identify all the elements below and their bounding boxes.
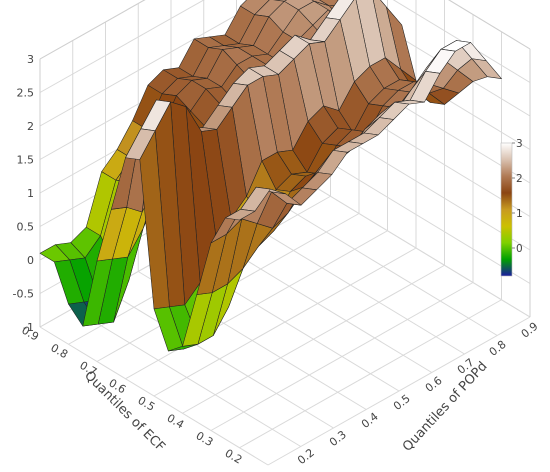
x-tick-label: 0.4	[165, 411, 187, 431]
colorbar-tick-label: 2	[516, 173, 523, 185]
right-wall-z-grid-line	[392, 0, 531, 83]
surface-patch	[225, 209, 256, 221]
colorbar-tick-label: 0	[516, 243, 523, 255]
z-tick-label: 2.5	[17, 87, 35, 100]
x-axis-title: Quantiles of ECF	[81, 368, 168, 455]
box-edge	[448, 0, 531, 50]
x-tick-label: 0.5	[136, 394, 158, 414]
z-tick-label: 2	[27, 120, 34, 133]
y-tick-label: 0.5	[391, 392, 413, 413]
y-tick-label: 0.4	[359, 410, 381, 431]
y-tick-label: 0.6	[423, 374, 445, 395]
right-wall-z-grid-line	[301, 178, 531, 318]
z-tick-label: -0.5	[13, 288, 34, 301]
z-tick-label: 0	[27, 254, 34, 267]
colorbar-tick-label: 3	[516, 138, 523, 150]
z-tick-label: 0.5	[17, 221, 35, 234]
right-wall-z-grid-line	[301, 145, 531, 284]
floor-grid-line	[236, 215, 465, 355]
left-wall-z-grid-line	[39, 0, 205, 93]
colorbar: 3 2 1 0	[500, 138, 523, 277]
floor-grid-line	[125, 230, 388, 380]
surface-layer	[39, 0, 502, 352]
y-tick-label: 0.3	[327, 428, 349, 449]
x-tick-label: 0.2	[223, 447, 245, 467]
y-axis-title: Quantiles of POPd	[400, 359, 491, 455]
z-tick-label: 3	[27, 53, 34, 66]
floor-grid-line	[268, 197, 498, 336]
colorbar-tick-label: 1	[516, 208, 523, 220]
colorbar-bar	[500, 142, 513, 277]
box-edge	[39, 0, 146, 60]
y-tick-label: 0.9	[519, 320, 541, 341]
y-tick-label: 0.2	[295, 446, 317, 467]
z-tick-label: -1	[23, 321, 34, 334]
z-tick-label: 1.5	[17, 154, 35, 167]
x-tick-label: 0.3	[194, 429, 216, 449]
y-tick-label: 0.8	[487, 338, 509, 359]
x-tick-label: 0.8	[48, 341, 70, 361]
z-tick-label: 1	[27, 187, 34, 200]
